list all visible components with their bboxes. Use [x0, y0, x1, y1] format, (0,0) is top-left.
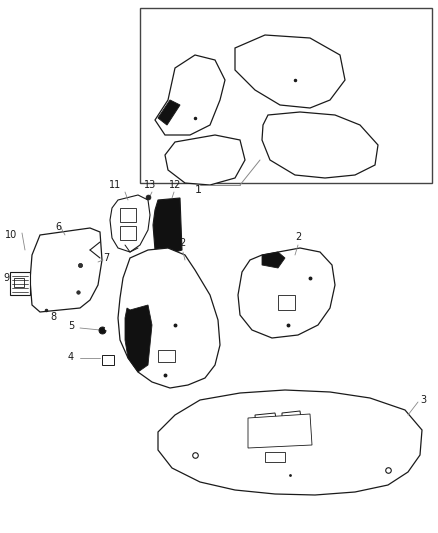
Polygon shape: [262, 252, 285, 268]
Text: 1: 1: [195, 185, 202, 195]
Text: 12: 12: [169, 180, 181, 190]
Polygon shape: [30, 228, 102, 312]
Bar: [140, 8, 432, 183]
Polygon shape: [235, 35, 345, 108]
Polygon shape: [248, 414, 312, 448]
Polygon shape: [110, 195, 150, 252]
Text: 9: 9: [3, 273, 9, 283]
Polygon shape: [120, 208, 136, 222]
Polygon shape: [158, 390, 422, 495]
Polygon shape: [262, 112, 378, 178]
Text: 6: 6: [55, 222, 61, 232]
Polygon shape: [165, 135, 245, 185]
Polygon shape: [153, 198, 182, 255]
Text: 8: 8: [50, 312, 56, 322]
Polygon shape: [158, 350, 175, 362]
Polygon shape: [155, 55, 225, 135]
Polygon shape: [255, 413, 278, 430]
Polygon shape: [282, 411, 302, 428]
Polygon shape: [10, 272, 30, 295]
Text: 2: 2: [179, 238, 185, 248]
Text: 4: 4: [68, 352, 74, 362]
Text: 7: 7: [103, 253, 109, 263]
Text: 13: 13: [144, 180, 156, 190]
Polygon shape: [278, 295, 295, 310]
Polygon shape: [118, 248, 220, 388]
Polygon shape: [125, 305, 152, 372]
Polygon shape: [14, 278, 24, 287]
Text: 2: 2: [295, 232, 301, 242]
Polygon shape: [265, 452, 285, 462]
Text: 3: 3: [420, 395, 426, 405]
Polygon shape: [120, 226, 136, 240]
Polygon shape: [102, 355, 114, 365]
Text: 11: 11: [109, 180, 121, 190]
Text: 10: 10: [5, 230, 17, 240]
Text: 5: 5: [68, 321, 74, 331]
Polygon shape: [158, 100, 180, 125]
Polygon shape: [238, 248, 335, 338]
